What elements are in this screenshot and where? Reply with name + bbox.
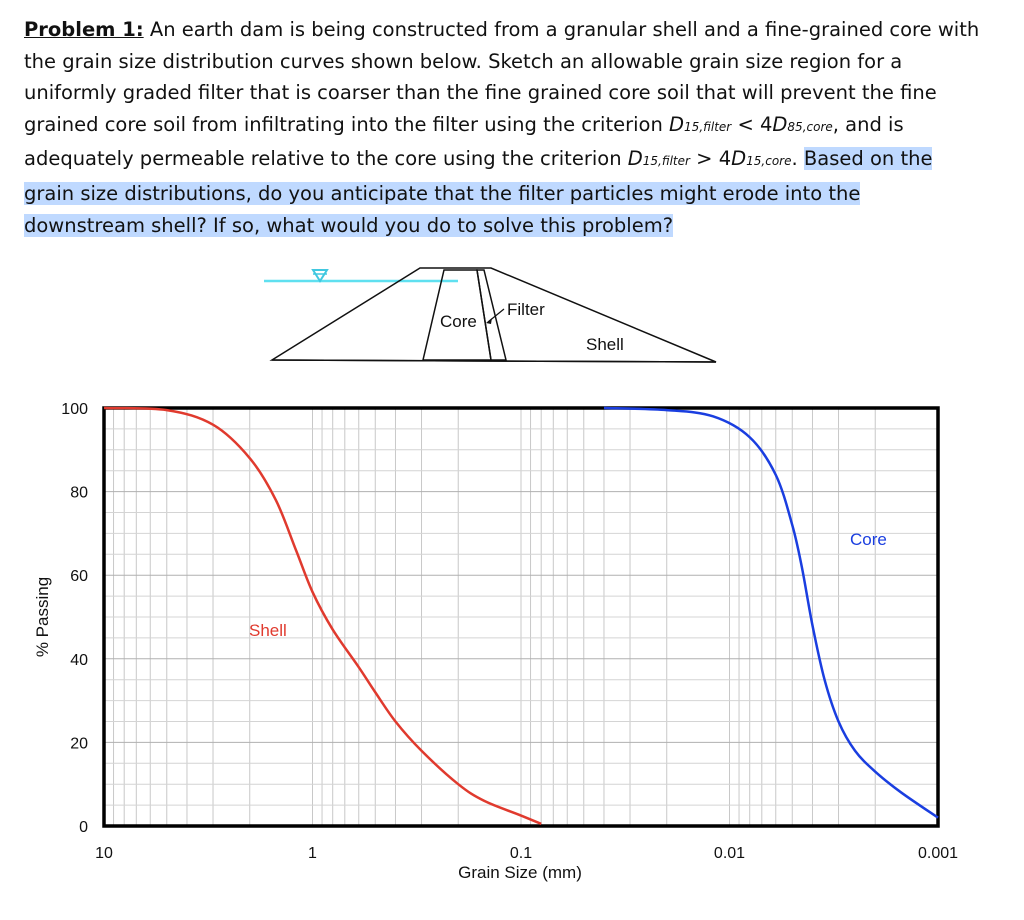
core-curve-label: Core [850, 530, 887, 549]
x-tick-label: 0.001 [918, 845, 958, 862]
y-tick-label: 80 [70, 485, 88, 502]
y-tick-label: 100 [61, 401, 88, 418]
y-tick-label: 0 [79, 819, 88, 836]
problem-statement: Problem 1: An earth dam is being constru… [24, 14, 984, 241]
chart-curves [103, 406, 939, 826]
shell-curve-label: Shell [249, 621, 287, 640]
dam-diagram: Core Filter Shell [264, 267, 717, 363]
core-label: Core [440, 312, 477, 331]
x-tick-label: 0.1 [510, 845, 532, 862]
core-curve [603, 406, 939, 819]
x-tick-label: 0.01 [714, 845, 745, 862]
grain-size-chart: 10 1 0.1 0.01 0.001 0 20 40 60 80 100 Core Shell G… [33, 401, 958, 882]
problem-text-part-2: , and is adequately permeable relative t… [24, 112, 904, 171]
chart-grid [104, 408, 939, 826]
y-tick-label: 60 [70, 568, 88, 585]
problem-text-part-3: . [791, 147, 804, 171]
water-level-symbol-icon [311, 269, 329, 283]
shell-label: Shell [586, 335, 624, 354]
problem-number: Problem 1: [24, 18, 144, 41]
axis-ticks: 10 1 0.1 0.01 0.001 0 20 40 60 80 100 [61, 401, 958, 862]
x-tick-label: 10 [95, 845, 113, 862]
y-tick-label: 40 [70, 652, 88, 669]
y-tick-label: 20 [70, 735, 88, 752]
filter-label: Filter [507, 300, 545, 319]
criterion-1: D15,filter < 4D85,core [669, 112, 833, 136]
problem-text-part-1: An earth dam is being constructed from a… [24, 18, 980, 136]
criterion-2: D15,filter > 4D15,core [627, 147, 792, 171]
shell-curve [103, 406, 542, 826]
dam-filter [476, 269, 507, 361]
y-axis-label: % Passing [33, 577, 52, 657]
plot-frame [102, 406, 940, 828]
x-tick-label: 1 [308, 845, 317, 862]
x-axis-label: Grain Size (mm) [458, 863, 582, 882]
